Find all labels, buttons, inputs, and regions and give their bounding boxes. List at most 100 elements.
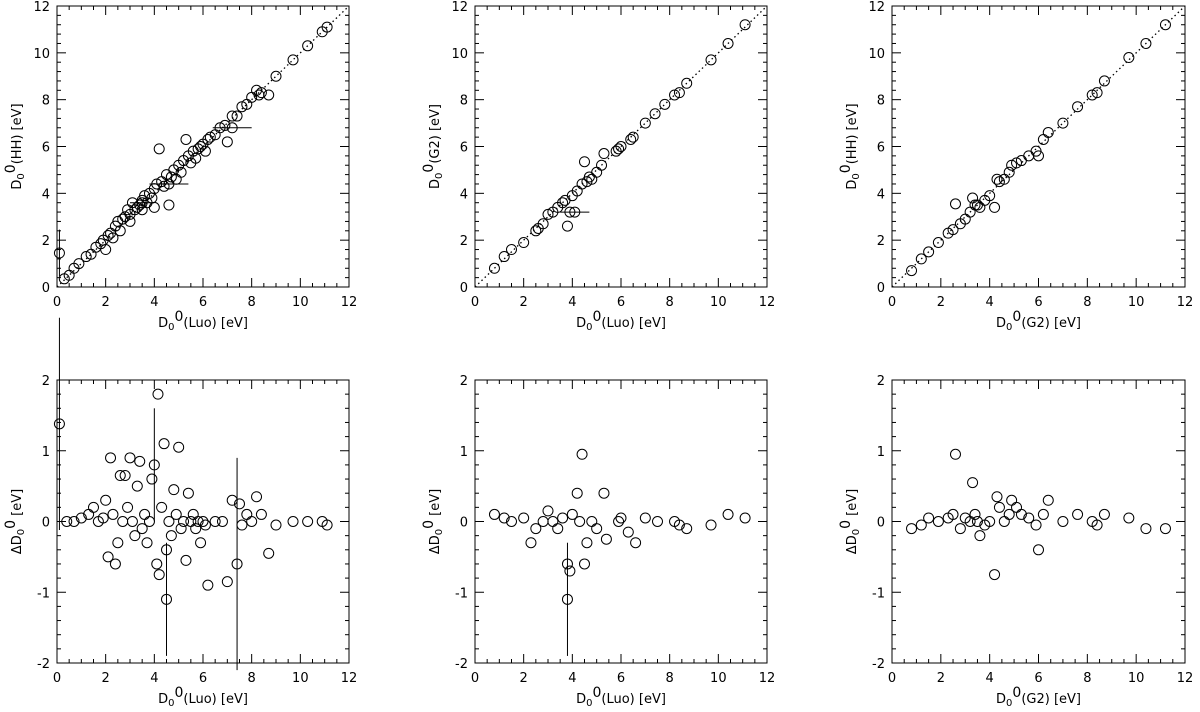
y-axis-label-sup: 0: [838, 164, 854, 173]
data-point: [119, 470, 131, 482]
data-point: [949, 198, 961, 210]
data-point: [100, 244, 112, 256]
data-point: [639, 117, 651, 129]
data-point: [613, 516, 625, 527]
x-tick-label: 0: [888, 295, 896, 310]
y-axis-label-tail: [eV]: [428, 489, 443, 520]
data-point: [557, 512, 569, 524]
x-axis-label-base: D: [576, 316, 586, 331]
data-point: [615, 512, 627, 524]
x-tick-label: 8: [666, 295, 674, 310]
data-point: [1072, 508, 1084, 520]
y-axis-label-sup: 0: [3, 164, 19, 173]
x-tick-label: 0: [888, 671, 896, 686]
x-tick-label: 4: [150, 671, 158, 686]
data-point: [153, 569, 165, 581]
y-axis-label-tail: (G2) [eV]: [428, 104, 443, 164]
x-tick-label: 12: [759, 295, 776, 310]
x-axis-label-tail: (Luo) [eV]: [183, 692, 248, 707]
data-point: [117, 516, 129, 527]
data-point: [991, 173, 1003, 185]
x-tick-label: 8: [248, 295, 256, 310]
data-point: [287, 54, 299, 66]
data-point: [639, 512, 651, 524]
data-point: [530, 523, 542, 535]
data-point: [600, 533, 612, 545]
data-point: [114, 470, 126, 482]
data-point: [231, 110, 243, 122]
data-point: [1042, 126, 1054, 138]
data-point: [932, 516, 944, 527]
data-point: [576, 178, 588, 190]
data-point: [192, 516, 204, 527]
y-tick-label: 4: [42, 187, 50, 202]
x-tick-label: 0: [471, 295, 479, 310]
data-point: [1123, 512, 1135, 524]
x-tick-label: 4: [568, 295, 576, 310]
data-point: [112, 537, 124, 549]
data-point: [569, 206, 581, 218]
data-point: [204, 131, 216, 143]
x-axis-label-sub: 0: [1006, 322, 1012, 333]
data-point: [669, 89, 681, 101]
y-axis-label-sup: 0: [3, 520, 19, 529]
data-point: [148, 201, 160, 213]
data-point: [1159, 19, 1171, 31]
data-point: [993, 501, 1005, 513]
x-axis-label: D00(Luo) [eV]: [158, 685, 248, 709]
data-point: [652, 516, 663, 527]
x-tick-label: 0: [471, 671, 479, 686]
x-tick-label: 6: [617, 295, 625, 310]
data-point: [246, 91, 258, 103]
data-point: [141, 537, 153, 549]
y-tick-label: 0: [460, 281, 468, 296]
y-axis-label: ΔD00 [eV]: [421, 489, 445, 554]
data-point: [97, 512, 109, 524]
data-point: [615, 141, 627, 152]
data-point: [506, 244, 517, 256]
x-tick-label: 12: [341, 671, 358, 686]
y-axis-label-sub: 0: [16, 173, 27, 179]
y-tick-label: 10: [33, 47, 50, 62]
data-point: [739, 512, 751, 524]
data-point: [1006, 159, 1018, 171]
data-point: [195, 537, 207, 549]
data-point: [139, 190, 151, 202]
data-point: [202, 579, 214, 591]
data-point: [705, 54, 717, 66]
data-point: [270, 519, 282, 531]
data-point: [1072, 101, 1084, 113]
data-point: [151, 558, 163, 570]
x-tick-label: 2: [937, 295, 945, 310]
x-tick-label: 8: [1083, 671, 1091, 686]
y-tick-label: 2: [877, 234, 885, 249]
y-axis-label-base: ΔD: [845, 535, 860, 554]
data-point: [197, 516, 209, 527]
x-tick-label: 6: [1034, 671, 1042, 686]
data-point: [574, 516, 586, 527]
data-point: [136, 197, 148, 209]
data-point: [234, 498, 245, 510]
data-point: [530, 225, 542, 237]
data-point: [949, 448, 961, 460]
data-point: [216, 516, 228, 527]
data-point: [287, 516, 299, 527]
data-point: [681, 523, 693, 535]
y-tick-label: 10: [868, 47, 885, 62]
y-tick-label: 2: [42, 234, 50, 249]
data-point: [1033, 150, 1044, 162]
data-point: [989, 569, 1001, 581]
data-point: [1140, 37, 1152, 49]
y-axis-label-base: D: [428, 179, 443, 189]
data-point: [163, 178, 175, 190]
data-point: [1057, 117, 1069, 129]
x-axis-label-base: D: [996, 692, 1006, 707]
data-point: [576, 448, 588, 460]
y-tick-label: 10: [451, 47, 468, 62]
data-point: [124, 215, 136, 227]
data-point: [152, 388, 164, 400]
data-point: [302, 40, 314, 52]
data-point: [251, 491, 263, 503]
x-axis-label-sub: 0: [168, 698, 174, 709]
